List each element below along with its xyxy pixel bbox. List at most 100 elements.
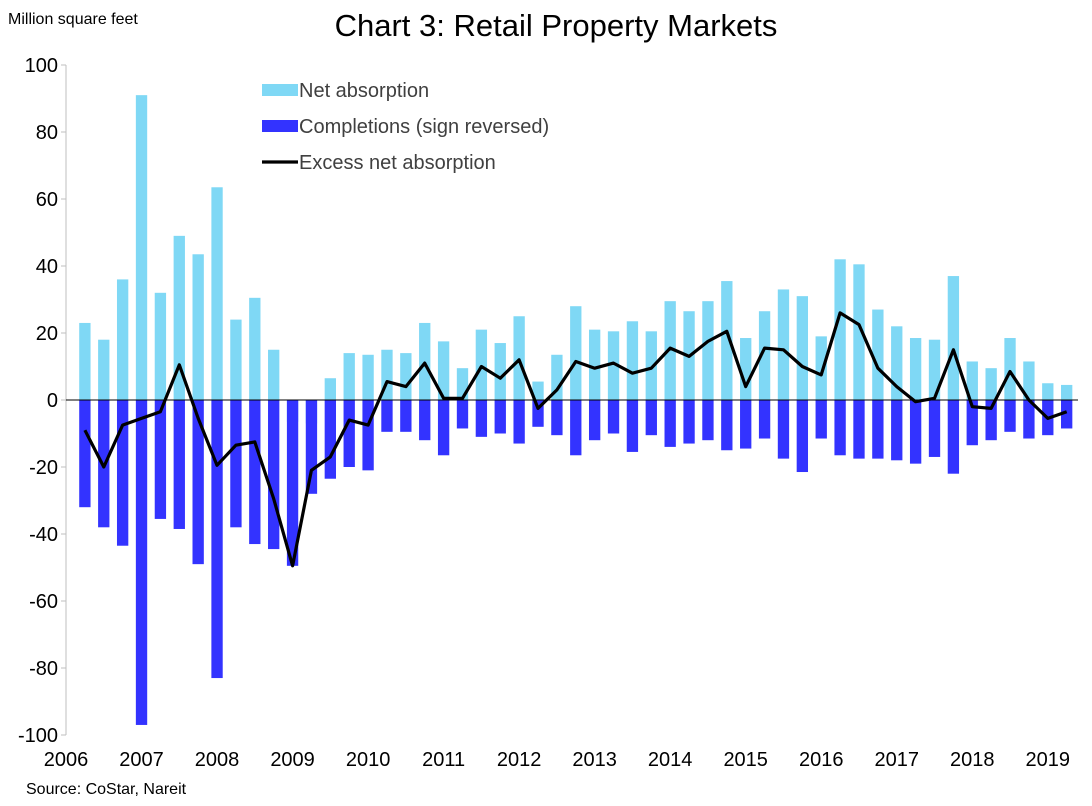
net-absorption-bar [419,322,431,400]
net-absorption-bar [79,322,91,400]
x-tick-label: 2011 [422,749,465,771]
completions-bar [626,400,639,452]
net-absorption-bar [98,339,110,400]
completions-bar [192,400,204,565]
net-absorption-bar [551,354,563,400]
net-absorption-bar [116,279,129,400]
completions-bar [305,400,318,494]
y-tick-label: -100 [18,725,58,747]
x-axis-ticks: 2006 2007 2008 2009 2010 2011 2012 2013 2014 2015… [44,749,1070,771]
net-absorption-bar [173,235,185,400]
x-tick-label: 2007 [119,749,164,771]
y-tick-label: 80 [36,122,58,144]
completions-bar [551,400,563,436]
completions-bar [928,400,941,457]
net-absorption-bar [702,301,714,400]
y-axis-ticks: -100 -80 -60 -40 -20 0 20 40 60 80 100 [18,55,66,747]
completions-bar [758,400,771,439]
net-absorption-bar [1061,384,1073,400]
net-absorption-bar [1042,383,1054,400]
completions-bar [1004,400,1016,432]
net-absorption-bar [947,276,960,400]
y-tick-label: 60 [36,189,58,211]
completions-bar [286,400,299,566]
net-absorption-bar [796,296,809,400]
x-tick-label: 2014 [648,749,693,771]
excess-net-absorption-line [83,311,1068,568]
completions-bar [532,400,544,427]
completions-bar [834,400,846,456]
net-absorption-bar [154,292,167,400]
completions-bar [645,400,657,436]
net-absorption-bar [268,349,280,400]
net-absorption-bar [909,338,922,400]
completions-bar [381,400,393,432]
net-absorption-bar [966,361,978,400]
completions-bar [400,400,412,432]
net-absorption-bar [740,338,752,400]
completions-bar [116,400,129,546]
completions-bar [1061,400,1073,429]
y-tick-label: -20 [29,457,58,479]
net-absorption-bar [758,311,771,400]
net-absorption-bar [664,301,676,400]
completions-bar [966,400,978,446]
line-layer [83,311,1068,568]
completions-bar [154,400,167,519]
completions-bar [777,400,790,459]
completions-bar [740,400,752,449]
completions-bar [588,400,601,441]
bars-layer [79,95,1073,725]
completions-bar [362,400,374,471]
completions-bar [664,400,676,447]
chart-title: Chart 3: Retail Property Markets [335,8,778,43]
completions-bar [872,400,884,459]
completions-bar [230,400,242,528]
completions-bar [135,400,148,725]
legend-swatch [262,120,298,132]
net-absorption-bar [513,316,525,400]
completions-bar [343,400,355,467]
x-tick-label: 2016 [799,749,844,771]
completions-bar [683,400,695,444]
legend-label: Completions (sign reversed) [299,116,549,138]
net-absorption-bar [626,321,639,400]
net-absorption-bar [343,353,355,400]
x-tick-label: 2006 [44,749,89,771]
net-absorption-bar [400,353,412,400]
x-tick-label: 2009 [270,749,315,771]
net-absorption-bar [853,264,865,400]
net-absorption-bar [721,281,733,400]
legend-label: Net absorption [299,80,429,102]
net-absorption-bar [532,381,544,400]
net-absorption-bar [324,378,336,400]
net-absorption-bar [588,329,601,400]
net-absorption-bar [230,319,242,400]
net-absorption-bar [475,329,488,400]
net-absorption-bar [192,254,204,400]
net-absorption-bar [645,331,657,400]
legend-label: Excess net absorption [299,152,496,174]
net-absorption-bar [362,354,374,400]
completions-bar [853,400,865,459]
net-absorption-bar [815,336,827,400]
net-absorption-bar [456,368,469,400]
completions-bar [437,400,450,456]
completions-bar [815,400,827,439]
completions-bar [475,400,488,437]
net-absorption-bar [1004,338,1016,400]
completions-bar [268,400,280,550]
x-tick-label: 2018 [950,749,995,771]
completions-bar [173,400,185,529]
net-absorption-bar [607,331,620,400]
completions-bar [456,400,469,429]
net-absorption-bar [777,289,790,400]
y-tick-label: 40 [36,256,58,278]
source-note: Source: CoStar, Nareit [26,781,187,798]
completions-bar [985,400,997,441]
completions-bar [702,400,714,441]
y-tick-label: 20 [36,323,58,345]
x-tick-label: 2010 [346,749,391,771]
net-absorption-bar [135,95,148,401]
net-absorption-bar [985,368,997,400]
